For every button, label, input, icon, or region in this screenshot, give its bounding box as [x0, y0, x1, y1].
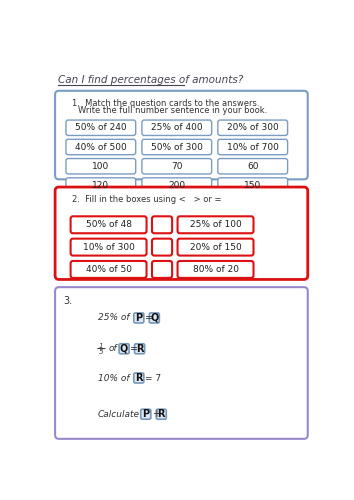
FancyBboxPatch shape	[142, 140, 212, 154]
Text: 1.  Match the question cards to the answers.: 1. Match the question cards to the answe…	[72, 98, 259, 108]
Text: = 7: = 7	[145, 374, 161, 382]
FancyBboxPatch shape	[149, 313, 159, 323]
Text: 3.: 3.	[63, 296, 72, 306]
FancyBboxPatch shape	[178, 238, 253, 256]
Text: Q: Q	[120, 344, 128, 354]
Text: 50% of 48: 50% of 48	[86, 220, 132, 230]
Text: 2.  Fill in the boxes using <   > or =: 2. Fill in the boxes using < > or =	[72, 194, 222, 204]
Text: 10% of 300: 10% of 300	[82, 242, 135, 252]
Text: Q: Q	[150, 313, 159, 323]
FancyBboxPatch shape	[70, 261, 147, 278]
FancyBboxPatch shape	[70, 216, 147, 233]
Text: of: of	[109, 344, 117, 353]
Text: 10% of 700: 10% of 700	[227, 142, 279, 152]
Text: 50% of 300: 50% of 300	[151, 142, 203, 152]
Text: 25% of: 25% of	[98, 314, 129, 322]
FancyBboxPatch shape	[218, 178, 287, 193]
FancyBboxPatch shape	[142, 158, 212, 174]
Text: 80% of 20: 80% of 20	[193, 265, 239, 274]
Text: 200: 200	[168, 181, 185, 190]
FancyBboxPatch shape	[178, 261, 253, 278]
FancyBboxPatch shape	[66, 120, 136, 136]
Text: Calculate: Calculate	[98, 410, 140, 418]
FancyBboxPatch shape	[135, 344, 145, 354]
Text: 60: 60	[247, 162, 258, 171]
FancyBboxPatch shape	[66, 158, 136, 174]
FancyBboxPatch shape	[55, 287, 308, 439]
Text: 40% of 50: 40% of 50	[86, 265, 132, 274]
Text: 1: 1	[98, 342, 103, 348]
FancyBboxPatch shape	[142, 178, 212, 193]
Text: Can I find percentages of amounts?: Can I find percentages of amounts?	[58, 74, 244, 85]
FancyBboxPatch shape	[152, 216, 172, 233]
Text: 50% of 240: 50% of 240	[75, 124, 127, 132]
FancyBboxPatch shape	[66, 140, 136, 154]
Text: 20% of 300: 20% of 300	[227, 124, 279, 132]
FancyBboxPatch shape	[141, 409, 151, 419]
Text: 70: 70	[171, 162, 183, 171]
FancyBboxPatch shape	[152, 261, 172, 278]
Text: P: P	[135, 313, 142, 323]
FancyBboxPatch shape	[55, 91, 308, 180]
FancyBboxPatch shape	[218, 140, 287, 154]
Text: 5: 5	[98, 349, 103, 355]
FancyBboxPatch shape	[218, 120, 287, 136]
FancyBboxPatch shape	[156, 409, 166, 419]
Text: P: P	[142, 409, 149, 419]
Text: Write the full number sentence in your book.: Write the full number sentence in your b…	[78, 106, 268, 115]
Text: R: R	[158, 409, 165, 419]
FancyBboxPatch shape	[152, 238, 172, 256]
Text: 10% of: 10% of	[98, 374, 129, 382]
FancyBboxPatch shape	[119, 344, 129, 354]
Text: 100: 100	[92, 162, 109, 171]
FancyBboxPatch shape	[66, 178, 136, 193]
Text: 120: 120	[92, 181, 109, 190]
FancyBboxPatch shape	[134, 373, 144, 383]
Text: 150: 150	[244, 181, 261, 190]
FancyBboxPatch shape	[218, 158, 287, 174]
FancyBboxPatch shape	[142, 120, 212, 136]
Text: 20% of 150: 20% of 150	[190, 242, 241, 252]
Text: =: =	[130, 344, 138, 354]
Text: R: R	[135, 373, 143, 383]
Text: 25% of 100: 25% of 100	[190, 220, 241, 230]
FancyBboxPatch shape	[70, 238, 147, 256]
Text: =: =	[145, 313, 153, 323]
Text: +: +	[152, 409, 160, 419]
Text: 40% of 500: 40% of 500	[75, 142, 127, 152]
FancyBboxPatch shape	[134, 313, 144, 323]
FancyBboxPatch shape	[55, 187, 308, 280]
Text: 25% of 400: 25% of 400	[151, 124, 202, 132]
Text: R: R	[136, 344, 143, 354]
FancyBboxPatch shape	[178, 216, 253, 233]
